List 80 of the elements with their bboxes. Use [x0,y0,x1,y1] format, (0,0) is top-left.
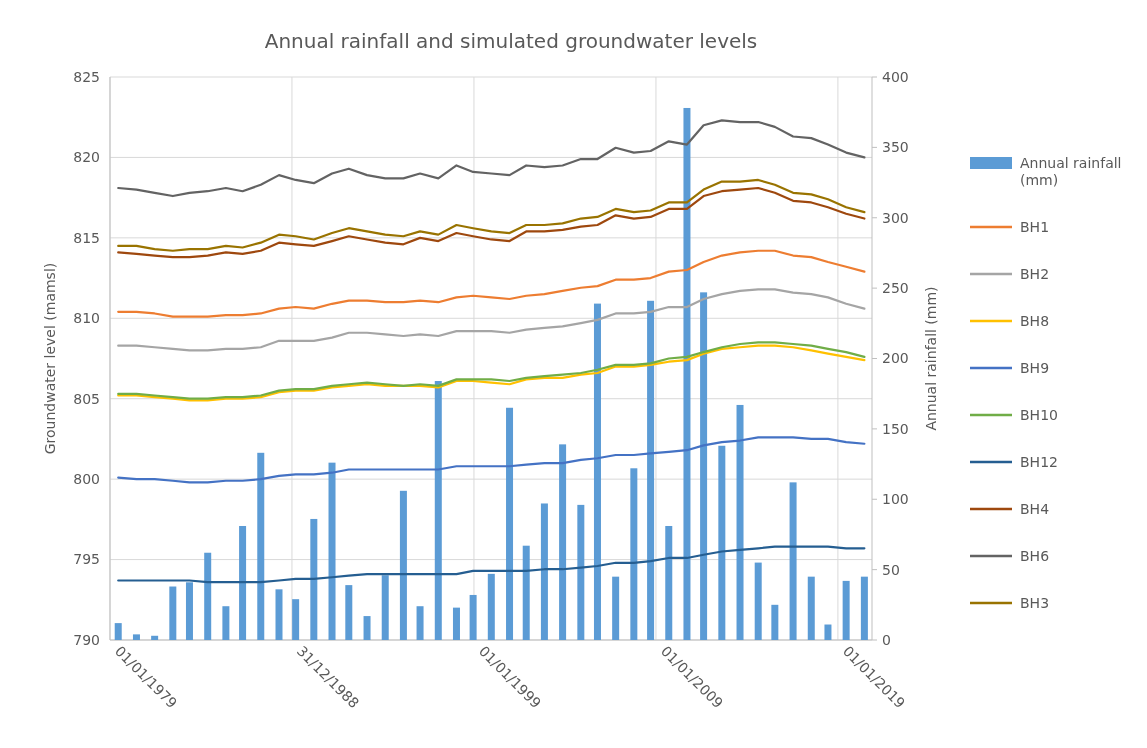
bar [700,292,708,640]
y-axis-title: Groundwater level (mamsl) [42,262,58,455]
y2-tick-label: 350 [882,139,909,156]
y2-tick-label: 50 [882,561,900,578]
line-series [117,545,866,584]
bar [771,604,779,640]
bar [222,606,230,640]
line-series [117,119,866,198]
bar [257,452,265,640]
bar [185,582,193,640]
bar [469,594,477,640]
y-tick-label: 790 [73,631,100,648]
y2-tick-label: 200 [882,350,909,367]
bar [630,468,638,640]
bar [647,300,655,640]
bar [789,482,797,640]
bar [736,404,744,640]
bar [506,407,514,640]
bar [328,462,336,640]
legend-label: BH2 [1020,265,1050,282]
legend-label: Annual rainfall (mm) [1020,154,1122,188]
bar [665,525,673,640]
bar [577,504,585,640]
bar [807,576,815,640]
bar [593,303,601,640]
y-tick-label: 820 [73,149,100,166]
bar [363,616,371,640]
bar [434,381,442,640]
bar [718,445,726,640]
bar [114,623,122,640]
bar [132,634,140,640]
legend-label: BH12 [1020,453,1058,470]
chart-title: Annual rainfall and simulated groundwater levels [264,29,758,53]
bar [612,576,620,640]
bar [169,586,177,640]
line-series [117,186,866,259]
bar [754,562,762,640]
bar [239,525,247,640]
bar [487,573,495,640]
y-tick-label: 805 [73,390,100,407]
bar [292,599,300,640]
bar [381,575,389,640]
bar [683,107,691,640]
y2-tick-label: 150 [882,420,909,437]
bar [204,552,212,640]
bar [345,585,353,640]
line-series [117,178,866,252]
bar [399,490,407,640]
y-tick-label: 795 [73,551,100,568]
y-tick-label: 810 [73,310,100,327]
y2-tick-label: 100 [882,491,909,508]
legend-label: BH9 [1020,359,1050,376]
bar [540,503,548,640]
legend-label: BH8 [1020,312,1050,329]
y2-tick-label: 400 [882,68,909,85]
bar [559,444,567,640]
line-series [117,249,866,318]
y-tick-label: 825 [73,68,100,85]
line-series [117,436,866,484]
y-tick-label: 815 [73,229,100,246]
legend-label: BH1 [1020,218,1050,235]
legend-label: BH4 [1020,500,1050,517]
legend-label: BH3 [1020,594,1050,611]
bar [151,635,159,640]
bar [522,545,530,640]
line-series [117,288,866,352]
bar [275,589,283,640]
bar [824,624,832,640]
bar [452,607,460,640]
legend-label: BH6 [1020,547,1050,564]
bar [416,606,424,640]
y2-tick-label: 0 [882,631,891,648]
bar [860,576,868,640]
y2-tick-label: 300 [882,209,909,226]
bar [310,518,318,640]
legend-label: BH10 [1020,406,1058,423]
y-tick-label: 800 [73,471,100,488]
bar [842,580,850,640]
y2-tick-label: 250 [882,280,909,297]
y2-axis-title: Annual rainfall (mm) [923,286,939,431]
